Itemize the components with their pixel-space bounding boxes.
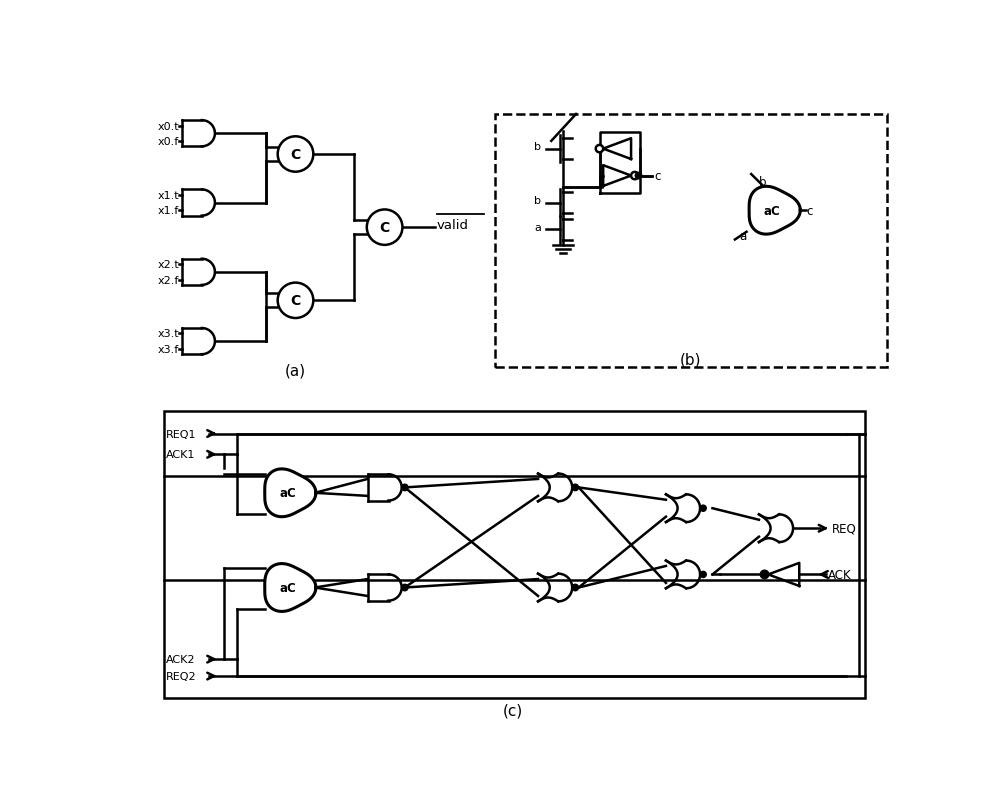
Circle shape: [402, 484, 408, 491]
Text: x1.t: x1.t: [158, 190, 179, 201]
Text: C: C: [380, 221, 390, 234]
Circle shape: [572, 585, 579, 591]
Text: x0.t: x0.t: [158, 121, 179, 132]
Text: ACK2: ACK2: [166, 654, 196, 664]
Polygon shape: [265, 469, 316, 517]
Text: ACK: ACK: [828, 569, 852, 581]
Bar: [495, 115, 887, 367]
Text: REQ: REQ: [832, 522, 857, 535]
Text: x0.f: x0.f: [158, 137, 179, 147]
Circle shape: [700, 572, 706, 578]
Circle shape: [367, 210, 402, 246]
Circle shape: [596, 145, 603, 153]
Circle shape: [572, 484, 579, 491]
Text: (a): (a): [285, 363, 306, 377]
Circle shape: [278, 283, 313, 319]
Text: x3.f: x3.f: [158, 344, 179, 354]
Text: valid: valid: [437, 218, 469, 231]
Text: aC: aC: [279, 581, 296, 594]
Circle shape: [761, 572, 768, 578]
Circle shape: [278, 137, 313, 173]
Polygon shape: [265, 564, 316, 612]
Text: ACK1: ACK1: [166, 450, 195, 460]
Circle shape: [402, 585, 408, 591]
Circle shape: [700, 506, 706, 512]
Text: C: C: [290, 294, 301, 308]
Text: aC: aC: [279, 487, 296, 499]
Bar: [164, 412, 865, 698]
Polygon shape: [749, 187, 800, 234]
Text: REQ1: REQ1: [166, 429, 197, 439]
Circle shape: [631, 173, 639, 180]
Circle shape: [761, 571, 768, 578]
Text: aC: aC: [764, 205, 780, 218]
Text: a: a: [534, 223, 541, 233]
Text: b: b: [534, 142, 541, 152]
Text: c: c: [806, 205, 813, 218]
Text: c: c: [654, 170, 660, 183]
Text: C: C: [290, 148, 301, 161]
Text: a: a: [739, 230, 746, 243]
Text: x2.f: x2.f: [158, 275, 179, 285]
Text: REQ2: REQ2: [166, 671, 197, 681]
Text: x1.f: x1.f: [158, 206, 179, 216]
Text: b: b: [759, 176, 767, 189]
Text: b: b: [534, 196, 541, 206]
Text: (c): (c): [502, 703, 523, 718]
Text: x2.t: x2.t: [158, 260, 179, 270]
Circle shape: [635, 173, 642, 180]
Text: x3.t: x3.t: [158, 329, 179, 339]
Text: (b): (b): [680, 352, 702, 367]
